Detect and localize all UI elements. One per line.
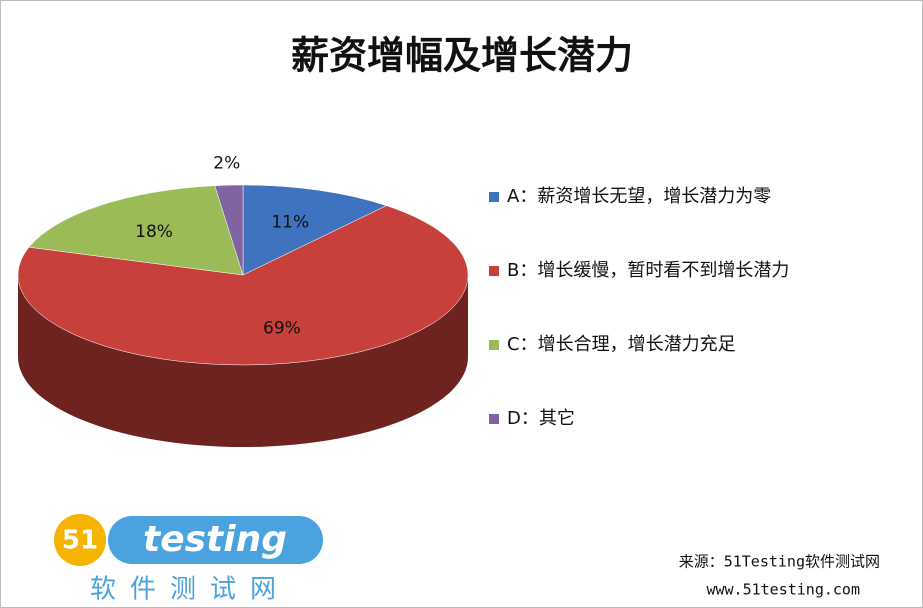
legend-swatch	[489, 414, 499, 424]
legend-label: A：薪资增长无望，增长潜力为零	[507, 186, 771, 207]
data-label: 11%	[271, 212, 309, 232]
legend-swatch	[489, 266, 499, 276]
logo-tagline: 软件测试网	[90, 575, 290, 605]
data-label: 18%	[135, 222, 173, 242]
chart-title: 薪资增幅及增长潜力	[291, 34, 633, 78]
data-label: 2%	[213, 154, 240, 174]
slice	[28, 185, 244, 276]
legend-swatch	[489, 340, 499, 350]
logo: 51 testing 软件测试网	[54, 514, 323, 605]
logo-word: testing	[143, 519, 287, 560]
url: www.51testing.com	[706, 581, 860, 599]
slice	[17, 205, 469, 366]
legend-label: C：增长合理，增长潜力充足	[507, 334, 736, 355]
source: 来源：51Testing软件测试网	[679, 553, 880, 571]
legend-swatch	[489, 192, 499, 202]
data-label: 69%	[263, 319, 301, 339]
slice-side	[18, 275, 468, 447]
slice	[242, 184, 388, 276]
logo-badge: 51	[62, 526, 98, 556]
logo-badge-bg	[54, 514, 106, 566]
legend-label: B：增长缓慢，暂时看不到增长潜力	[507, 260, 789, 281]
legend-label: D：其它	[507, 408, 575, 429]
logo-pill	[108, 516, 323, 564]
slice	[214, 184, 244, 276]
